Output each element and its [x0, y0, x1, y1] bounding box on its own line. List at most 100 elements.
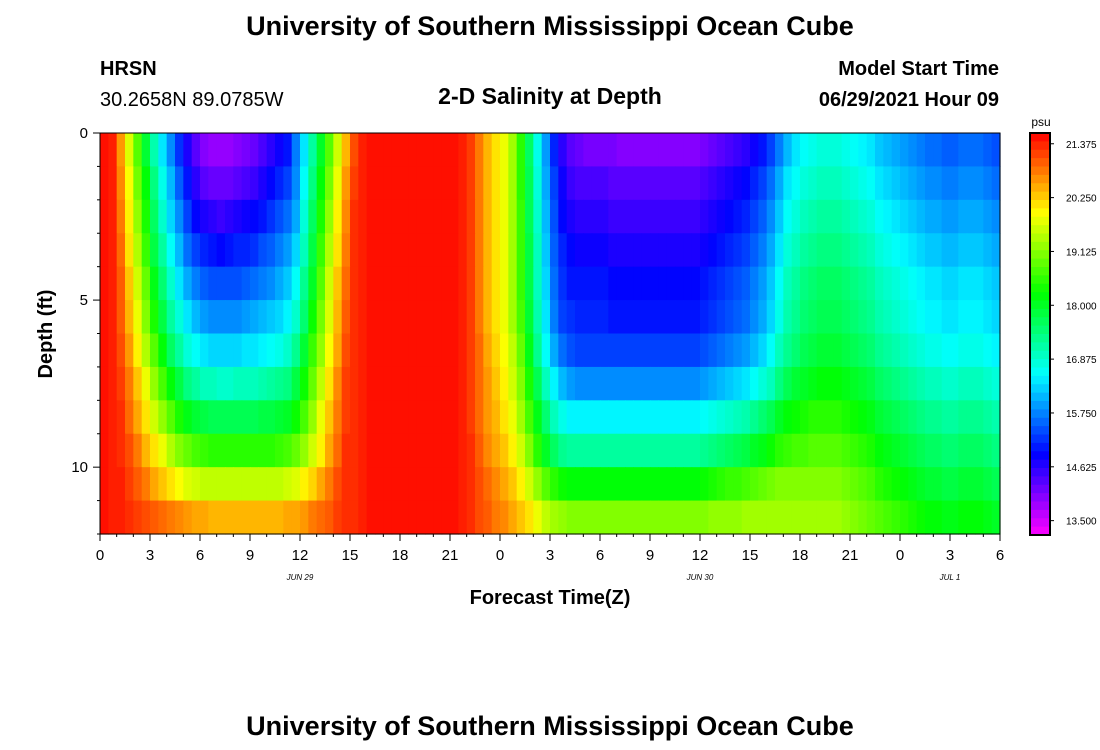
heatmap-cell: [450, 199, 459, 234]
heatmap-cell: [400, 233, 409, 268]
heatmap-cell: [925, 366, 934, 401]
heatmap-cell: [891, 400, 901, 435]
heatmap-cell: [266, 266, 276, 301]
heatmap-cell: [708, 233, 718, 268]
heatmap-cell: [900, 333, 909, 368]
heatmap-cell: [491, 300, 501, 335]
heatmap-cell: [441, 233, 451, 268]
heatmap-cell: [858, 199, 868, 234]
heatmap-cell: [558, 133, 568, 168]
heatmap-cell: [225, 366, 234, 401]
heatmap-cell: [950, 233, 959, 268]
heatmap-cell: [258, 166, 268, 201]
heatmap-cell: [641, 133, 651, 168]
heatmap-cell: [616, 400, 626, 435]
heatmap-cell: [475, 300, 484, 335]
heatmap-cell: [191, 400, 201, 435]
heatmap-cell: [325, 166, 334, 201]
x-tick-label: 6: [196, 547, 204, 564]
heatmap-cell: [258, 266, 268, 301]
heatmap-cell: [750, 199, 759, 234]
heatmap-cell: [416, 366, 426, 401]
heatmap-cell: [916, 433, 926, 468]
heatmap-cell: [158, 300, 168, 335]
heatmap-cell: [191, 300, 201, 335]
heatmap-cell: [533, 133, 543, 168]
heatmap-cell: [391, 433, 401, 468]
heatmap-cell: [950, 467, 959, 502]
heatmap-cell: [283, 133, 293, 168]
heatmap-cell: [900, 467, 909, 502]
heatmap-cell: [691, 266, 701, 301]
heatmap-cell: [250, 199, 259, 234]
heatmap-cell: [683, 233, 693, 268]
heatmap-cell: [450, 233, 459, 268]
heatmap-cell: [475, 133, 484, 168]
heatmap-cell: [241, 199, 251, 234]
heatmap-cell: [108, 333, 118, 368]
heatmap-cell: [233, 266, 243, 301]
heatmap-cell: [116, 266, 126, 301]
heatmap-cell: [675, 333, 684, 368]
heatmap-cell: [158, 166, 168, 201]
heatmap-cell: [525, 266, 534, 301]
heatmap-cell: [266, 500, 276, 535]
heatmap-cell: [983, 133, 993, 168]
heatmap-cell: [950, 133, 959, 168]
heatmap-cell: [966, 300, 976, 335]
heatmap-cell: [383, 366, 393, 401]
heatmap-cell: [283, 500, 293, 535]
heatmap-cell: [541, 133, 551, 168]
heatmap-cell: [858, 133, 868, 168]
heatmap-cell: [733, 199, 743, 234]
heatmap-cell: [983, 500, 993, 535]
heatmap-cell: [175, 266, 184, 301]
heatmap-cell: [750, 166, 759, 201]
heatmap-cell: [958, 133, 968, 168]
heatmap-cell: [125, 133, 134, 168]
heatmap-cell: [441, 333, 451, 368]
heatmap-cell: [708, 500, 718, 535]
heatmap-cell: [200, 366, 209, 401]
heatmap-cell: [458, 366, 468, 401]
heatmap-cell: [908, 233, 918, 268]
heatmap-cell: [283, 366, 293, 401]
heatmap-cell: [375, 133, 384, 168]
heatmap-cell: [558, 467, 568, 502]
heatmap-cell: [525, 300, 534, 335]
heatmap-cell: [100, 133, 109, 168]
heatmap-cell: [833, 233, 843, 268]
heatmap-cell: [116, 433, 126, 468]
heatmap-cell: [650, 366, 659, 401]
heatmap-cell: [841, 400, 851, 435]
heatmap-cell: [200, 199, 209, 234]
heatmap-cell: [291, 199, 301, 234]
heatmap-cell: [975, 133, 984, 168]
heatmap-cell: [258, 333, 268, 368]
heatmap-cell: [158, 433, 168, 468]
heatmap-cell: [991, 300, 1001, 335]
top-title: University of Southern Mississippi Ocean…: [246, 11, 854, 41]
heatmap-cell: [200, 333, 209, 368]
heatmap-cell: [841, 233, 851, 268]
heatmap-cell: [841, 433, 851, 468]
heatmap-cell: [300, 333, 309, 368]
heatmap-cell: [566, 199, 576, 234]
heatmap-cell: [150, 166, 159, 201]
heatmap-cell: [700, 433, 709, 468]
heatmap-cell: [100, 467, 109, 502]
heatmap-cell: [791, 400, 801, 435]
heatmap-cell: [600, 166, 609, 201]
heatmap-cell: [608, 233, 618, 268]
heatmap-cell: [191, 166, 201, 201]
heatmap-cell: [725, 467, 734, 502]
heatmap-cell: [266, 467, 276, 502]
heatmap-cell: [158, 500, 168, 535]
heatmap-cell: [608, 500, 618, 535]
heatmap-cell: [441, 500, 451, 535]
heatmap-cell: [975, 199, 984, 234]
heatmap-cell: [583, 467, 593, 502]
colorbar-swatch: [1030, 509, 1050, 519]
heatmap-cell: [891, 166, 901, 201]
heatmap-cell: [625, 433, 634, 468]
